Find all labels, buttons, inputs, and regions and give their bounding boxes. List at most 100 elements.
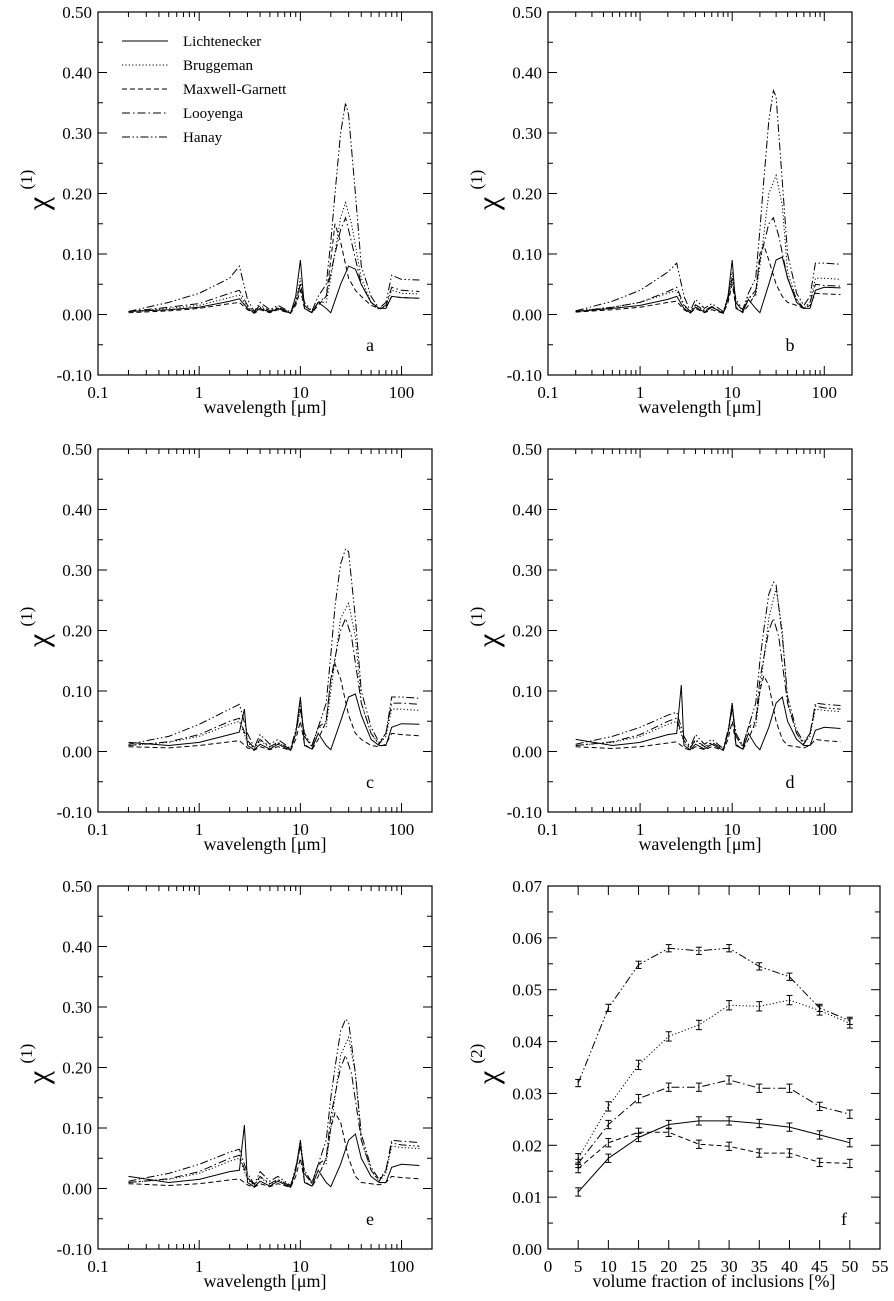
series-line-bruggeman (128, 1035, 420, 1187)
y-axis-label-symbol: χ (472, 1070, 505, 1085)
y-tick-label: 0.10 (62, 1119, 92, 1138)
x-tick-label: 1 (195, 383, 204, 402)
series-line-lichtenecker (577, 1120, 850, 1193)
y-axis-label-superscript: (2) (467, 1044, 486, 1064)
y-tick-label: 0.30 (512, 561, 542, 580)
y-tick-label: 0.20 (62, 1059, 92, 1078)
legend-label-looyenga: Looyenga (183, 106, 243, 122)
y-axis-label: χ (1) (17, 607, 55, 648)
x-axis-label: wavelength [μm] (638, 834, 761, 854)
error-bar (635, 1093, 642, 1104)
error-bar (816, 1130, 823, 1140)
series-line-lichtenecker (575, 256, 841, 315)
error-bar (605, 1138, 612, 1148)
x-tick-label: 100 (812, 820, 838, 839)
y-axis-label-superscript: (1) (467, 170, 486, 190)
error-bar (756, 1001, 763, 1012)
x-tick-label: 10 (292, 383, 309, 402)
y-tick-label: 0.10 (512, 682, 542, 701)
series-line-hanay (577, 947, 850, 1084)
x-tick-label: 10 (724, 820, 741, 839)
error-bar (605, 1101, 612, 1112)
y-tick-label: 0.00 (62, 743, 92, 762)
error-bar (605, 1153, 612, 1163)
plot-area (575, 88, 841, 315)
x-tick-label: 10 (292, 1257, 309, 1276)
plot-frame (547, 885, 881, 1250)
y-tick-label: 0.10 (62, 682, 92, 701)
series-line-lichtenecker (575, 684, 841, 752)
y-axis-label-superscript: (1) (17, 170, 36, 190)
y-tick-label: 0.50 (62, 877, 92, 896)
x-tick-label: 0.1 (87, 1257, 108, 1276)
y-tick-label: 0.00 (512, 306, 542, 325)
series-line-hanay (128, 1018, 420, 1187)
y-axis-label: χ (1) (17, 170, 55, 211)
y-tick-label: 0.06 (512, 929, 542, 948)
panel-tag: e (366, 1209, 374, 1229)
panel-e: -0.10 0.00 0.10 0.20 0.30 0.40 0.50 0.1 1 10 100 wa… (17, 877, 433, 1291)
error-bar (846, 1158, 853, 1169)
y-tick-label: 0.30 (62, 998, 92, 1017)
x-tick-label: 10 (724, 383, 741, 402)
y-tick-label: 0.30 (62, 124, 92, 143)
y-axis-label-superscript: (1) (17, 1044, 36, 1064)
error-bar (665, 1127, 672, 1137)
panel-tag: a (366, 335, 374, 355)
y-axis-label-symbol: χ (22, 196, 55, 211)
y-tick-label: 0.10 (62, 245, 92, 264)
error-bar (786, 1122, 793, 1132)
y-tick-label: 0.50 (62, 3, 92, 22)
x-tick-label: 20 (660, 1257, 677, 1276)
error-bar (635, 1059, 642, 1071)
y-axis-label: χ (1) (467, 170, 505, 211)
series-line-bruggeman (575, 173, 841, 314)
x-tick-label: 1 (636, 383, 645, 402)
series-line-maxwell-garnett (575, 674, 841, 751)
series-line-bruggeman (128, 601, 420, 750)
error-bar (726, 1075, 733, 1085)
series-line-hanay (575, 88, 841, 313)
plot-area (575, 944, 853, 1197)
error-bar (786, 1083, 793, 1093)
y-axis-label: χ (2) (467, 1044, 505, 1085)
x-tick-label: 5 (574, 1257, 583, 1276)
error-bar (665, 944, 672, 953)
error-bar (846, 1138, 853, 1148)
y-tick-label: 0.07 (512, 877, 542, 896)
error-bar (756, 1148, 763, 1158)
series-line-bruggeman (577, 999, 850, 1159)
y-tick-label: 0.40 (512, 64, 542, 83)
series-line-hanay (128, 102, 420, 313)
plot-area (575, 581, 841, 752)
y-tick-label: 0.00 (62, 306, 92, 325)
error-bar (575, 1187, 582, 1197)
x-axis-label: wavelength [μm] (203, 834, 326, 854)
y-tick-label: -0.10 (507, 803, 542, 822)
y-tick-label: 0.50 (512, 3, 542, 22)
y-tick-label: 0.04 (512, 1033, 542, 1052)
error-bar (846, 1016, 853, 1025)
error-bar (726, 1000, 733, 1011)
error-bar (695, 1139, 702, 1149)
x-tick-label: 40 (781, 1257, 798, 1276)
series-line-lichtenecker (128, 1124, 420, 1189)
y-tick-label: 0.00 (512, 1240, 542, 1259)
legend-label-maxwell-garnett: Maxwell-Garnett (183, 82, 287, 98)
x-tick-label: 55 (872, 1257, 889, 1276)
series-line-bruggeman (575, 587, 841, 750)
y-tick-label: 0.40 (512, 501, 542, 520)
y-tick-label: -0.10 (507, 366, 542, 385)
legend-label-hanay: Hanay (183, 130, 223, 146)
series-line-hanay (128, 547, 420, 750)
series-line-bruggeman (128, 200, 420, 314)
error-bar (695, 1082, 702, 1092)
plot-frame (547, 448, 853, 813)
x-axis-label: wavelength [μm] (638, 397, 761, 417)
series-line-maxwell-garnett (575, 243, 841, 314)
y-tick-label: 0.40 (62, 501, 92, 520)
y-tick-label: 0.20 (512, 185, 542, 204)
y-tick-label: 0.00 (62, 1180, 92, 1199)
x-tick-label: 15 (630, 1257, 647, 1276)
series-line-maxwell-garnett (577, 1131, 850, 1169)
